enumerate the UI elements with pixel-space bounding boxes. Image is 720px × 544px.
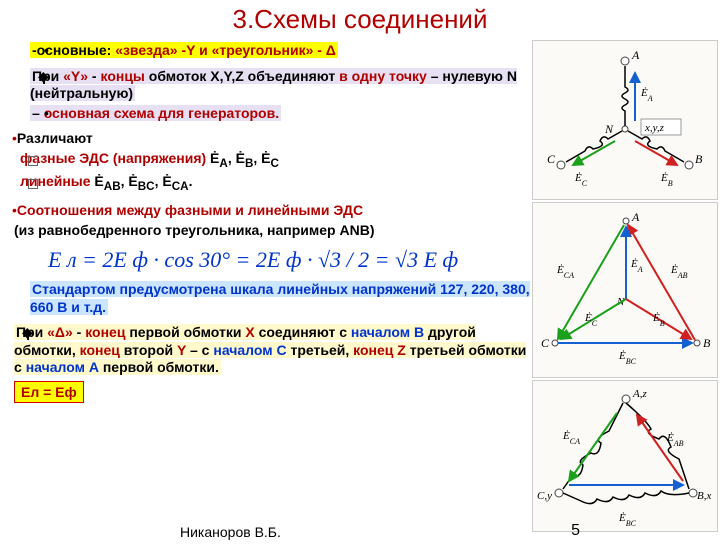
svg-text:C,y: C,y bbox=[537, 490, 552, 502]
svg-text:ĖC: ĖC bbox=[584, 312, 598, 328]
diagram-star-coils: N A ĖA C ĖC B ĖB x,y,z bbox=[532, 40, 718, 200]
line-delta-desc: При «Δ» - конец первой обмотки Х соединя… bbox=[14, 324, 530, 377]
svg-text:N: N bbox=[604, 122, 614, 136]
equation-box: E л = 2E ф · cos 30° = 2E ф · √3 / 2 = √… bbox=[40, 245, 466, 275]
page-number: 5 bbox=[571, 522, 580, 540]
line-standard: Стандартом предусмотрена шкала линейных … bbox=[30, 281, 530, 316]
svg-text:ĖB: ĖB bbox=[652, 312, 665, 328]
line-main-types: -основные: «звезда» -Y и «треугольник» -… bbox=[30, 42, 530, 60]
el-eq-box: Ел = Еф bbox=[14, 381, 84, 403]
author-footer: Никаноров В.Б. bbox=[180, 524, 281, 540]
svg-text:A: A bbox=[631, 48, 640, 62]
svg-text:ĖAB: ĖAB bbox=[666, 432, 684, 448]
svg-text:x,y,z: x,y,z bbox=[644, 122, 665, 134]
diagram-delta-coils: A,z B,x C,y ĖAB ĖBC ĖCA bbox=[532, 380, 718, 532]
svg-text:ĖBC: ĖBC bbox=[618, 350, 637, 366]
svg-text:ĖCA: ĖCA bbox=[562, 430, 580, 446]
line-y-desc: При «Y» - концы обмоток X,Y,Z объединяют… bbox=[30, 68, 530, 103]
line-soot2: (из равнобедренного треугольника, наприм… bbox=[14, 222, 530, 240]
equation: E л = 2E ф · cos 30° = 2E ф · √3 / 2 = √… bbox=[48, 247, 458, 272]
diagram-phasor-star: N A B C ĖA ĖB ĖC ĖAB ĖBC ĖCA bbox=[532, 202, 718, 378]
line-phase-emf: фазные ЭДС (напряжения) ĖA, ĖB, ĖC bbox=[20, 150, 530, 171]
line-linear-emf: линейные ĖAB, ĖBC, ĖCA. bbox=[20, 173, 530, 194]
svg-text:C: C bbox=[541, 336, 550, 350]
svg-text:B: B bbox=[695, 152, 703, 166]
line-razlichayut: •Различают bbox=[12, 130, 530, 148]
svg-text:ĖB: ĖB bbox=[660, 172, 673, 188]
svg-text:ĖA: ĖA bbox=[640, 87, 653, 103]
line-generator: – основная схема для генераторов. bbox=[30, 105, 530, 123]
svg-text:B: B bbox=[703, 336, 711, 350]
diagrams-column: N A ĖA C ĖC B ĖB x,y,z bbox=[532, 40, 718, 534]
line-soot: •Соотношения между фазными и линейными Э… bbox=[12, 202, 530, 220]
svg-text:A,z: A,z bbox=[632, 388, 647, 400]
svg-text:B,x: B,x bbox=[697, 490, 711, 502]
svg-text:C: C bbox=[547, 152, 556, 166]
svg-text:ĖA: ĖA bbox=[630, 258, 643, 274]
svg-text:ĖAB: ĖAB bbox=[670, 264, 688, 280]
page-title: 3.Схемы соединений bbox=[0, 4, 720, 35]
svg-text:A: A bbox=[631, 210, 640, 224]
svg-text:ĖCA: ĖCA bbox=[556, 264, 574, 280]
svg-text:ĖBC: ĖBC bbox=[618, 512, 637, 528]
svg-text:ĖC: ĖC bbox=[574, 172, 588, 188]
text-content: -основные: «звезда» -Y и «треугольник» -… bbox=[0, 40, 530, 403]
